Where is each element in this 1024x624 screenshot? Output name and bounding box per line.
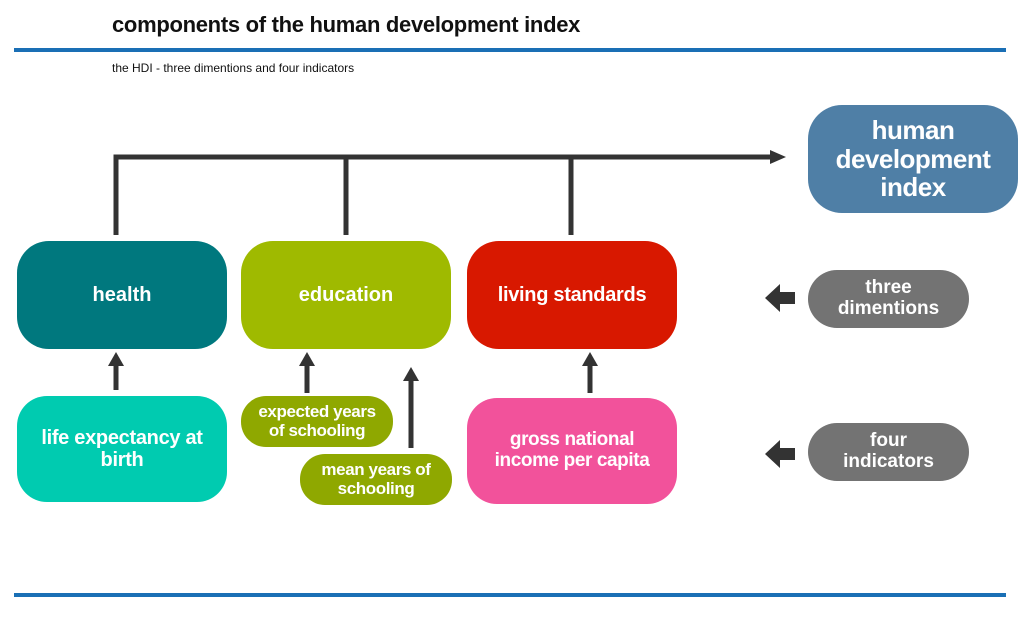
legend-indicators-pill: four indicators bbox=[808, 423, 969, 481]
arrowhead-health bbox=[108, 352, 124, 366]
indicator-expected-years: expected years of schooling bbox=[241, 396, 393, 447]
legend-arrow-dimensions bbox=[765, 284, 795, 312]
hdi-label: human development index bbox=[835, 115, 991, 203]
dimension-health: health bbox=[17, 241, 227, 349]
dimension-education: education bbox=[241, 241, 451, 349]
indicator-gni-label: gross national income per capita bbox=[494, 429, 650, 471]
dimension-living-standards: living standards bbox=[467, 241, 677, 349]
indicator-life-expectancy: life expectancy at birth bbox=[17, 396, 227, 502]
dimension-health-label: health bbox=[92, 284, 152, 306]
page-subtitle: the HDI - three dimentions and four indi… bbox=[112, 61, 355, 75]
arrowhead-index bbox=[770, 150, 786, 164]
hdi-box: human development index bbox=[808, 105, 1018, 213]
dimension-education-label: education bbox=[298, 284, 394, 306]
arrowhead-mean-years bbox=[403, 367, 419, 381]
indicator-mean-years: mean years of schooling bbox=[300, 454, 452, 505]
connector-health-to-index bbox=[113, 154, 772, 235]
top-divider bbox=[14, 48, 1006, 52]
indicator-gni: gross national income per capita bbox=[467, 398, 677, 504]
arrowhead-gni bbox=[582, 352, 598, 366]
indicator-mean-years-label: mean years of schooling bbox=[321, 459, 431, 498]
arrowhead-expected-years bbox=[299, 352, 315, 366]
indicator-expected-years-label: expected years of schooling bbox=[258, 401, 376, 440]
legend-indicators-label: four indicators bbox=[843, 430, 934, 472]
page-title: components of the human development inde… bbox=[112, 12, 581, 37]
dimension-living-standards-label: living standards bbox=[497, 284, 647, 306]
legend-dimensions-pill: three dimentions bbox=[808, 270, 969, 328]
legend-arrow-indicators bbox=[765, 440, 795, 468]
indicator-life-expectancy-label: life expectancy at birth bbox=[41, 427, 203, 471]
legend-dimensions-label: three dimentions bbox=[837, 277, 940, 319]
bottom-divider bbox=[14, 593, 1006, 597]
